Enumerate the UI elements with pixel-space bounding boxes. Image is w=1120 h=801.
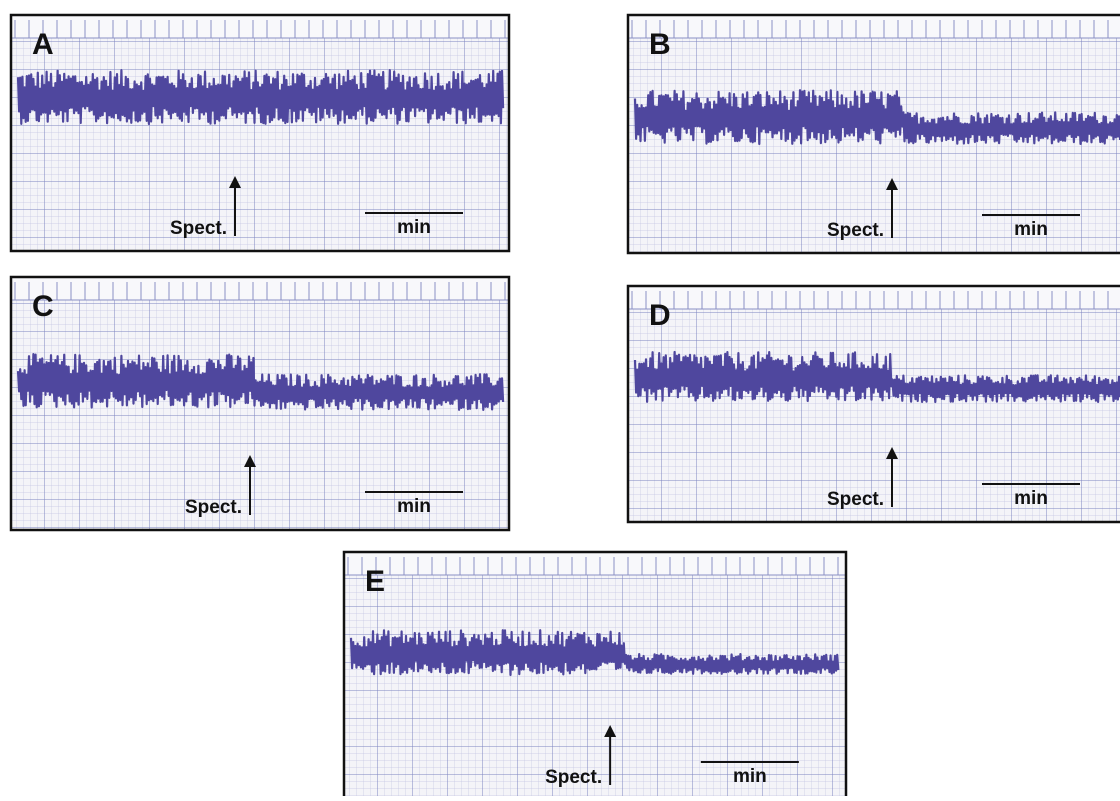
scale-label: min: [397, 496, 431, 517]
top-strip: [627, 285, 1120, 310]
panel-body: Spect. min A: [10, 14, 510, 252]
top-strip: [10, 276, 510, 301]
scale-label: min: [397, 217, 431, 238]
panel: Spect. min D: [626, 284, 1120, 524]
panel-letter: C: [32, 290, 54, 323]
panel: Spect. min A: [9, 13, 511, 253]
panel: Spect. min B: [626, 13, 1120, 255]
arrow-label: Spect.: [545, 767, 602, 788]
arrow-label: Spect.: [185, 497, 242, 518]
top-strip: [627, 14, 1120, 39]
panel-body: Spect. min E: [343, 551, 847, 801]
trace: [349, 629, 840, 677]
panel-letter: D: [649, 299, 671, 332]
trace: [16, 353, 505, 411]
scale-label: min: [733, 766, 767, 787]
scale-label: min: [1014, 488, 1048, 509]
top-strip: [10, 14, 510, 39]
trace: [633, 350, 1120, 404]
panel-letter: B: [649, 28, 671, 61]
panel-body: Spect. min C: [10, 276, 510, 531]
scale-label: min: [1014, 219, 1048, 240]
trace: [16, 69, 505, 126]
arrow-head: [604, 725, 617, 737]
arrow-head: [886, 178, 898, 190]
arrow-label: Spect.: [827, 489, 884, 510]
panel-border: [9, 13, 511, 253]
panel-border: [626, 13, 1120, 255]
arrow-label: Spect.: [170, 218, 227, 239]
panel-letter: A: [32, 28, 54, 61]
grid-major: [10, 14, 510, 252]
panel-letter: E: [365, 565, 385, 598]
panel-border: [9, 275, 511, 532]
grid-major: [343, 551, 847, 801]
top-strip: [343, 551, 847, 576]
panel-body: Spect. min B: [627, 14, 1120, 254]
trace: [633, 89, 1120, 146]
panel-border: [626, 284, 1120, 524]
arrow-head: [244, 455, 256, 467]
panel: Spect. min C: [9, 275, 511, 532]
arrow-label: Spect.: [827, 220, 884, 241]
panel-body: Spect. min D: [627, 285, 1120, 523]
panel: Spect. min E: [342, 550, 848, 801]
arrow-head: [886, 447, 898, 459]
arrow-head: [229, 176, 241, 188]
